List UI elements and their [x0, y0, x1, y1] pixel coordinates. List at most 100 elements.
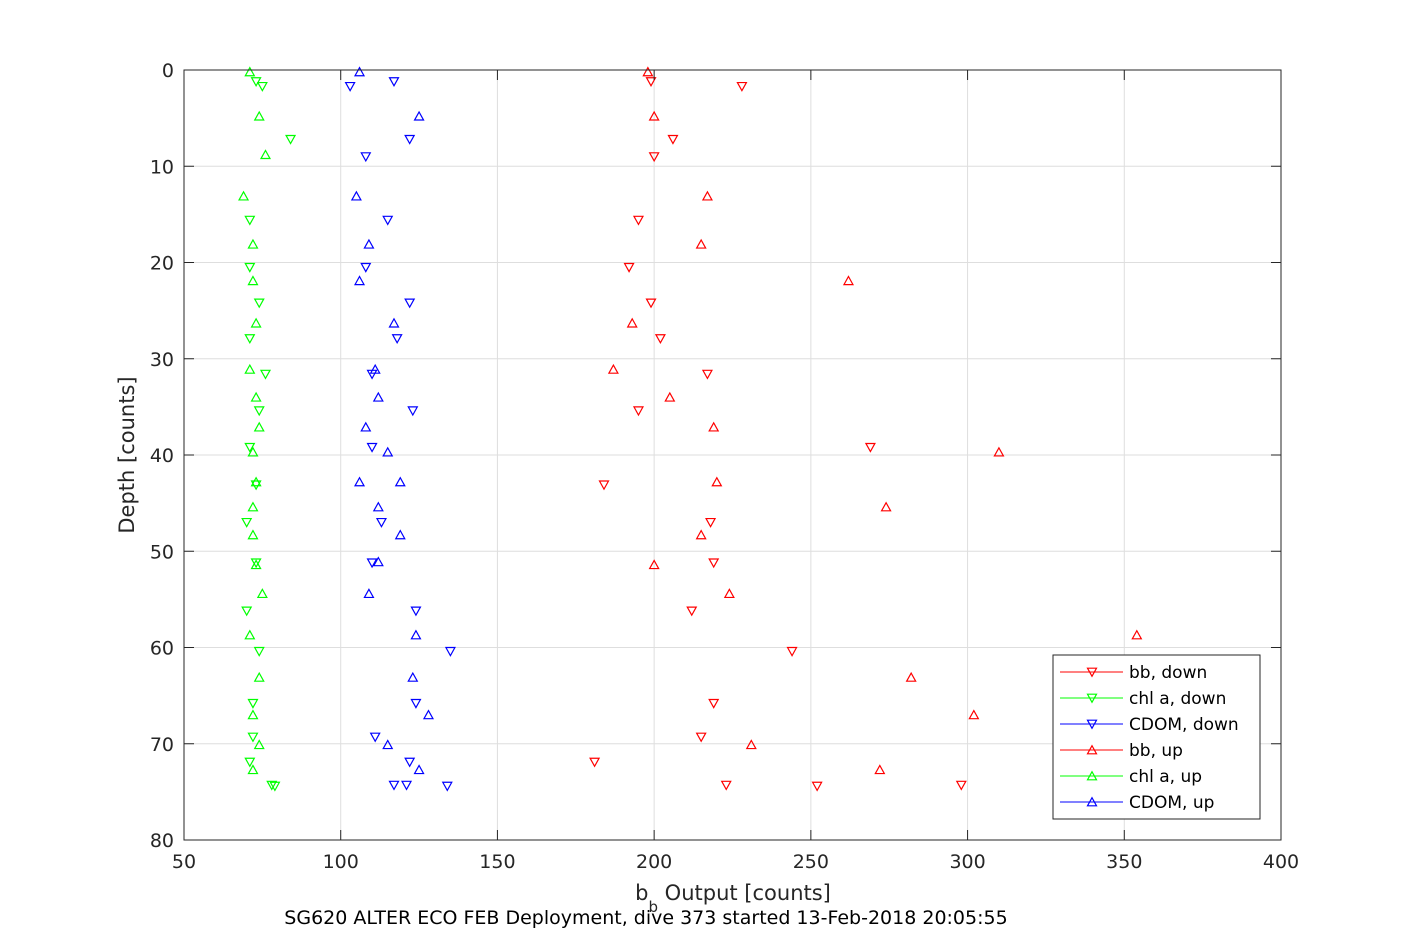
- y-tick-label: 80: [150, 830, 174, 852]
- data-point: [736, 81, 748, 92]
- data-point: [366, 558, 378, 569]
- legend-label: CDOM, up: [1129, 793, 1214, 813]
- data-point: [905, 671, 917, 682]
- data-point: [388, 780, 400, 791]
- data-point: [654, 334, 666, 345]
- legend-label: bb, up: [1129, 741, 1183, 761]
- series-0: [589, 77, 967, 792]
- legend-box: [1052, 654, 1261, 820]
- data-point: [598, 480, 610, 491]
- y-tick-label: 20: [150, 253, 174, 275]
- data-point: [360, 262, 372, 273]
- data-point: [250, 480, 262, 491]
- data-point: [648, 110, 660, 121]
- y-tick-label: 50: [150, 541, 174, 563]
- data-point: [250, 559, 262, 570]
- data-point: [711, 476, 723, 487]
- data-point: [708, 698, 720, 709]
- legend-label: chl a, up: [1129, 767, 1202, 787]
- data-point: [993, 446, 1005, 457]
- data-point: [410, 629, 422, 640]
- data-point: [285, 134, 297, 145]
- data-point: [244, 262, 256, 273]
- data-point: [250, 558, 262, 569]
- data-point: [372, 556, 384, 567]
- y-tick-label: 40: [150, 445, 174, 467]
- data-point: [382, 446, 394, 457]
- data-point: [372, 501, 384, 512]
- x-tick-label: 400: [1263, 851, 1299, 873]
- data-point: [375, 517, 387, 528]
- y-tick-label: 0: [162, 60, 174, 82]
- data-point: [363, 238, 375, 249]
- data-point: [394, 529, 406, 540]
- x-tick-label: 100: [323, 851, 359, 873]
- data-point: [786, 646, 798, 657]
- data-point: [250, 476, 262, 487]
- data-point: [244, 442, 256, 453]
- data-point: [354, 476, 366, 487]
- series-5: [350, 66, 434, 775]
- series-3: [607, 66, 1143, 775]
- data-point: [350, 190, 362, 201]
- data-point: [244, 629, 256, 640]
- data-point: [632, 406, 644, 417]
- data-point: [247, 238, 259, 249]
- data-point: [253, 110, 265, 121]
- data-point: [360, 421, 372, 432]
- y-tick-label: 10: [150, 156, 174, 178]
- data-point: [256, 81, 268, 92]
- data-series: [238, 66, 1143, 792]
- figure-caption: SG620 ALTER ECO FEB Deployment, dive 373…: [284, 907, 1007, 929]
- data-point: [259, 369, 272, 380]
- data-point: [695, 732, 707, 743]
- data-point: [382, 215, 394, 226]
- legend-marker: [1086, 744, 1098, 755]
- data-point: [874, 764, 886, 775]
- x-tick-label: 300: [949, 851, 985, 873]
- y-tick-label: 60: [150, 638, 174, 660]
- data-point: [247, 698, 259, 709]
- y-axis-label: Depth [counts]: [115, 376, 139, 533]
- legend-marker: [1086, 693, 1098, 704]
- data-point: [708, 421, 720, 432]
- data-point: [250, 77, 262, 88]
- data-point: [708, 558, 720, 569]
- data-point: [413, 110, 425, 121]
- legend-marker: [1086, 770, 1098, 781]
- axis-ticks: 50 100 150 200 250 300 350 400 0 10 20 30 40 50 60 70 80: [150, 60, 1299, 873]
- data-point: [720, 780, 732, 791]
- y-tick-label: 70: [150, 734, 174, 756]
- data-point: [648, 559, 660, 570]
- x-tick-label: 350: [1106, 851, 1142, 873]
- data-point: [256, 588, 268, 599]
- data-point: [811, 781, 823, 792]
- data-point: [632, 215, 644, 226]
- data-point: [247, 446, 259, 457]
- x-tick-label: 150: [479, 851, 515, 873]
- data-point: [247, 764, 259, 775]
- data-point: [388, 317, 400, 328]
- data-point: [648, 152, 660, 163]
- data-point: [253, 421, 265, 432]
- data-point: [695, 238, 707, 249]
- data-point: [623, 262, 635, 273]
- data-point: [842, 275, 854, 286]
- data-point: [366, 442, 378, 453]
- data-point: [394, 476, 406, 487]
- data-point: [244, 363, 256, 374]
- legend-marker: [1086, 719, 1098, 730]
- legend-label: chl a, down: [1129, 689, 1226, 709]
- x-tick-label: 200: [636, 851, 672, 873]
- data-point: [607, 363, 619, 374]
- legend-label: bb, down: [1129, 663, 1207, 683]
- data-point: [695, 529, 707, 540]
- data-point: [247, 709, 259, 720]
- data-point: [404, 757, 416, 768]
- x-tick-label: 250: [793, 851, 829, 873]
- data-point: [404, 134, 416, 145]
- data-point: [244, 757, 256, 768]
- data-point: [247, 275, 259, 286]
- x-axis-label-subscript: b: [648, 898, 658, 916]
